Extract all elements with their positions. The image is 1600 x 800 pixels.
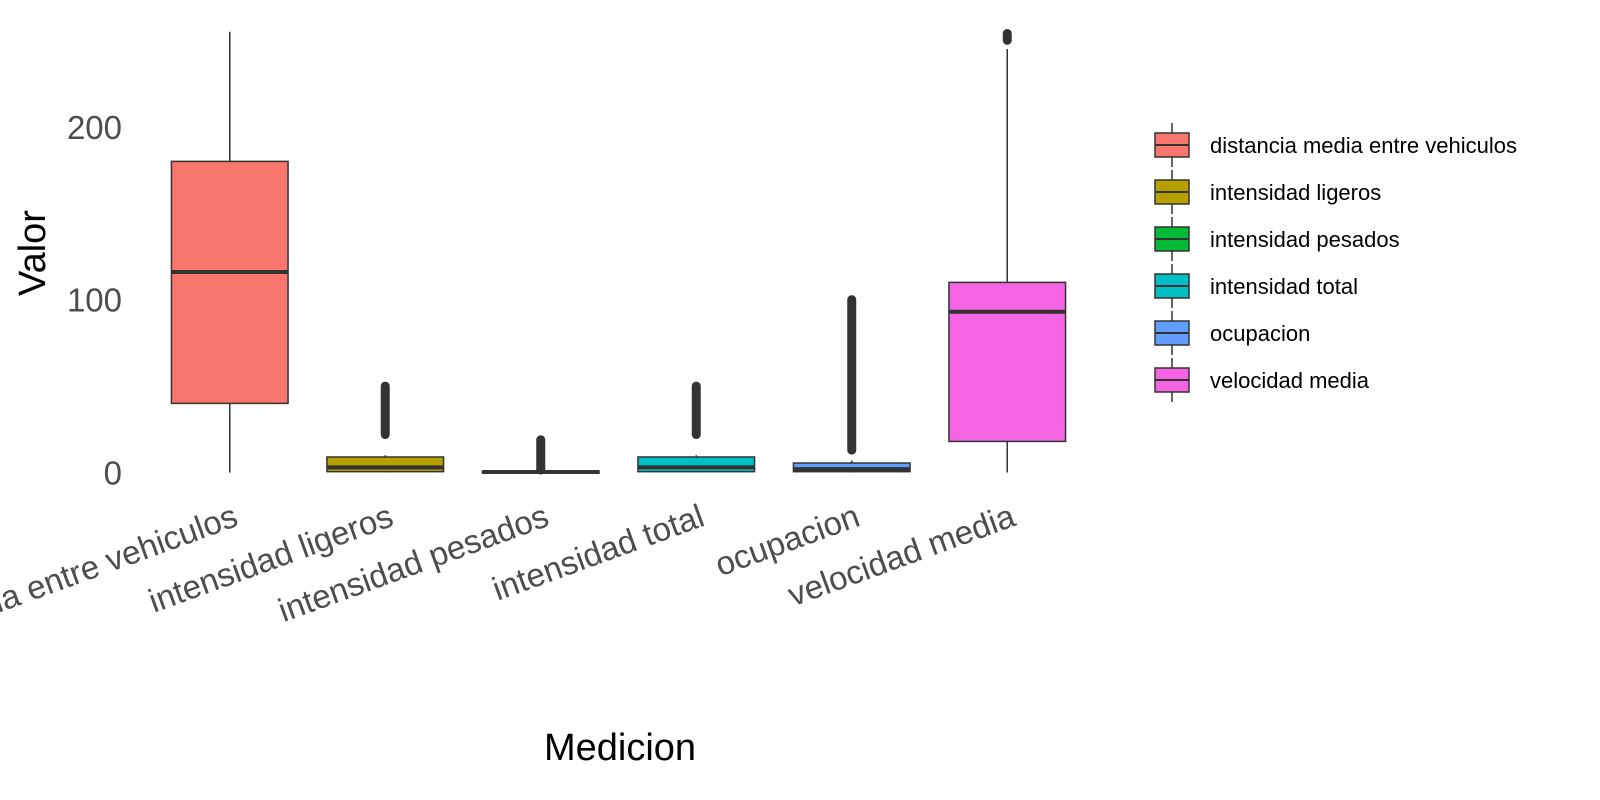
legend-item: intensidad ligeros (1154, 170, 1381, 214)
legend-item: intensidad pesados (1154, 217, 1400, 261)
legend-item: distancia media entre vehiculos (1154, 123, 1517, 167)
legend-item: ocupacion (1154, 311, 1310, 355)
y-tick-label: 100 (67, 282, 122, 319)
box-ocupacion (792, 295, 911, 473)
box-body (326, 456, 445, 473)
box-velocidad-media (948, 28, 1067, 473)
legend-label: intensidad ligeros (1210, 180, 1381, 205)
box-intensidad-ligeros (326, 381, 445, 473)
box-body (170, 160, 289, 405)
y-tick-label: 200 (67, 109, 122, 146)
legend: distancia media entre vehiculos intensida… (1154, 123, 1517, 402)
legend-label: distancia media entre vehiculos (1210, 133, 1517, 158)
box-body (637, 456, 756, 473)
legend-label: velocidad media (1210, 368, 1370, 393)
x-tick-label: intensidad pesados (273, 497, 553, 629)
legend-item: velocidad media (1154, 358, 1370, 402)
box-intensidad-pesados (481, 435, 600, 475)
box-body (948, 281, 1067, 443)
y-axis-title: Valor (12, 210, 54, 296)
plot-area (170, 28, 1067, 475)
legend-label: ocupacion (1210, 321, 1310, 346)
box-distancia-media-entre-vehiculos (170, 31, 289, 473)
y-axis: 0 100 200 (67, 109, 122, 492)
y-tick-label: 0 (104, 455, 122, 492)
x-axis-title: Medicion (544, 727, 696, 769)
legend-label: intensidad total (1210, 274, 1358, 299)
legend-label: intensidad pesados (1210, 227, 1400, 252)
x-axis: distancia media entre vehiculosintensida… (0, 497, 1020, 689)
legend-item: intensidad total (1154, 264, 1358, 308)
box-intensidad-total (637, 381, 756, 473)
